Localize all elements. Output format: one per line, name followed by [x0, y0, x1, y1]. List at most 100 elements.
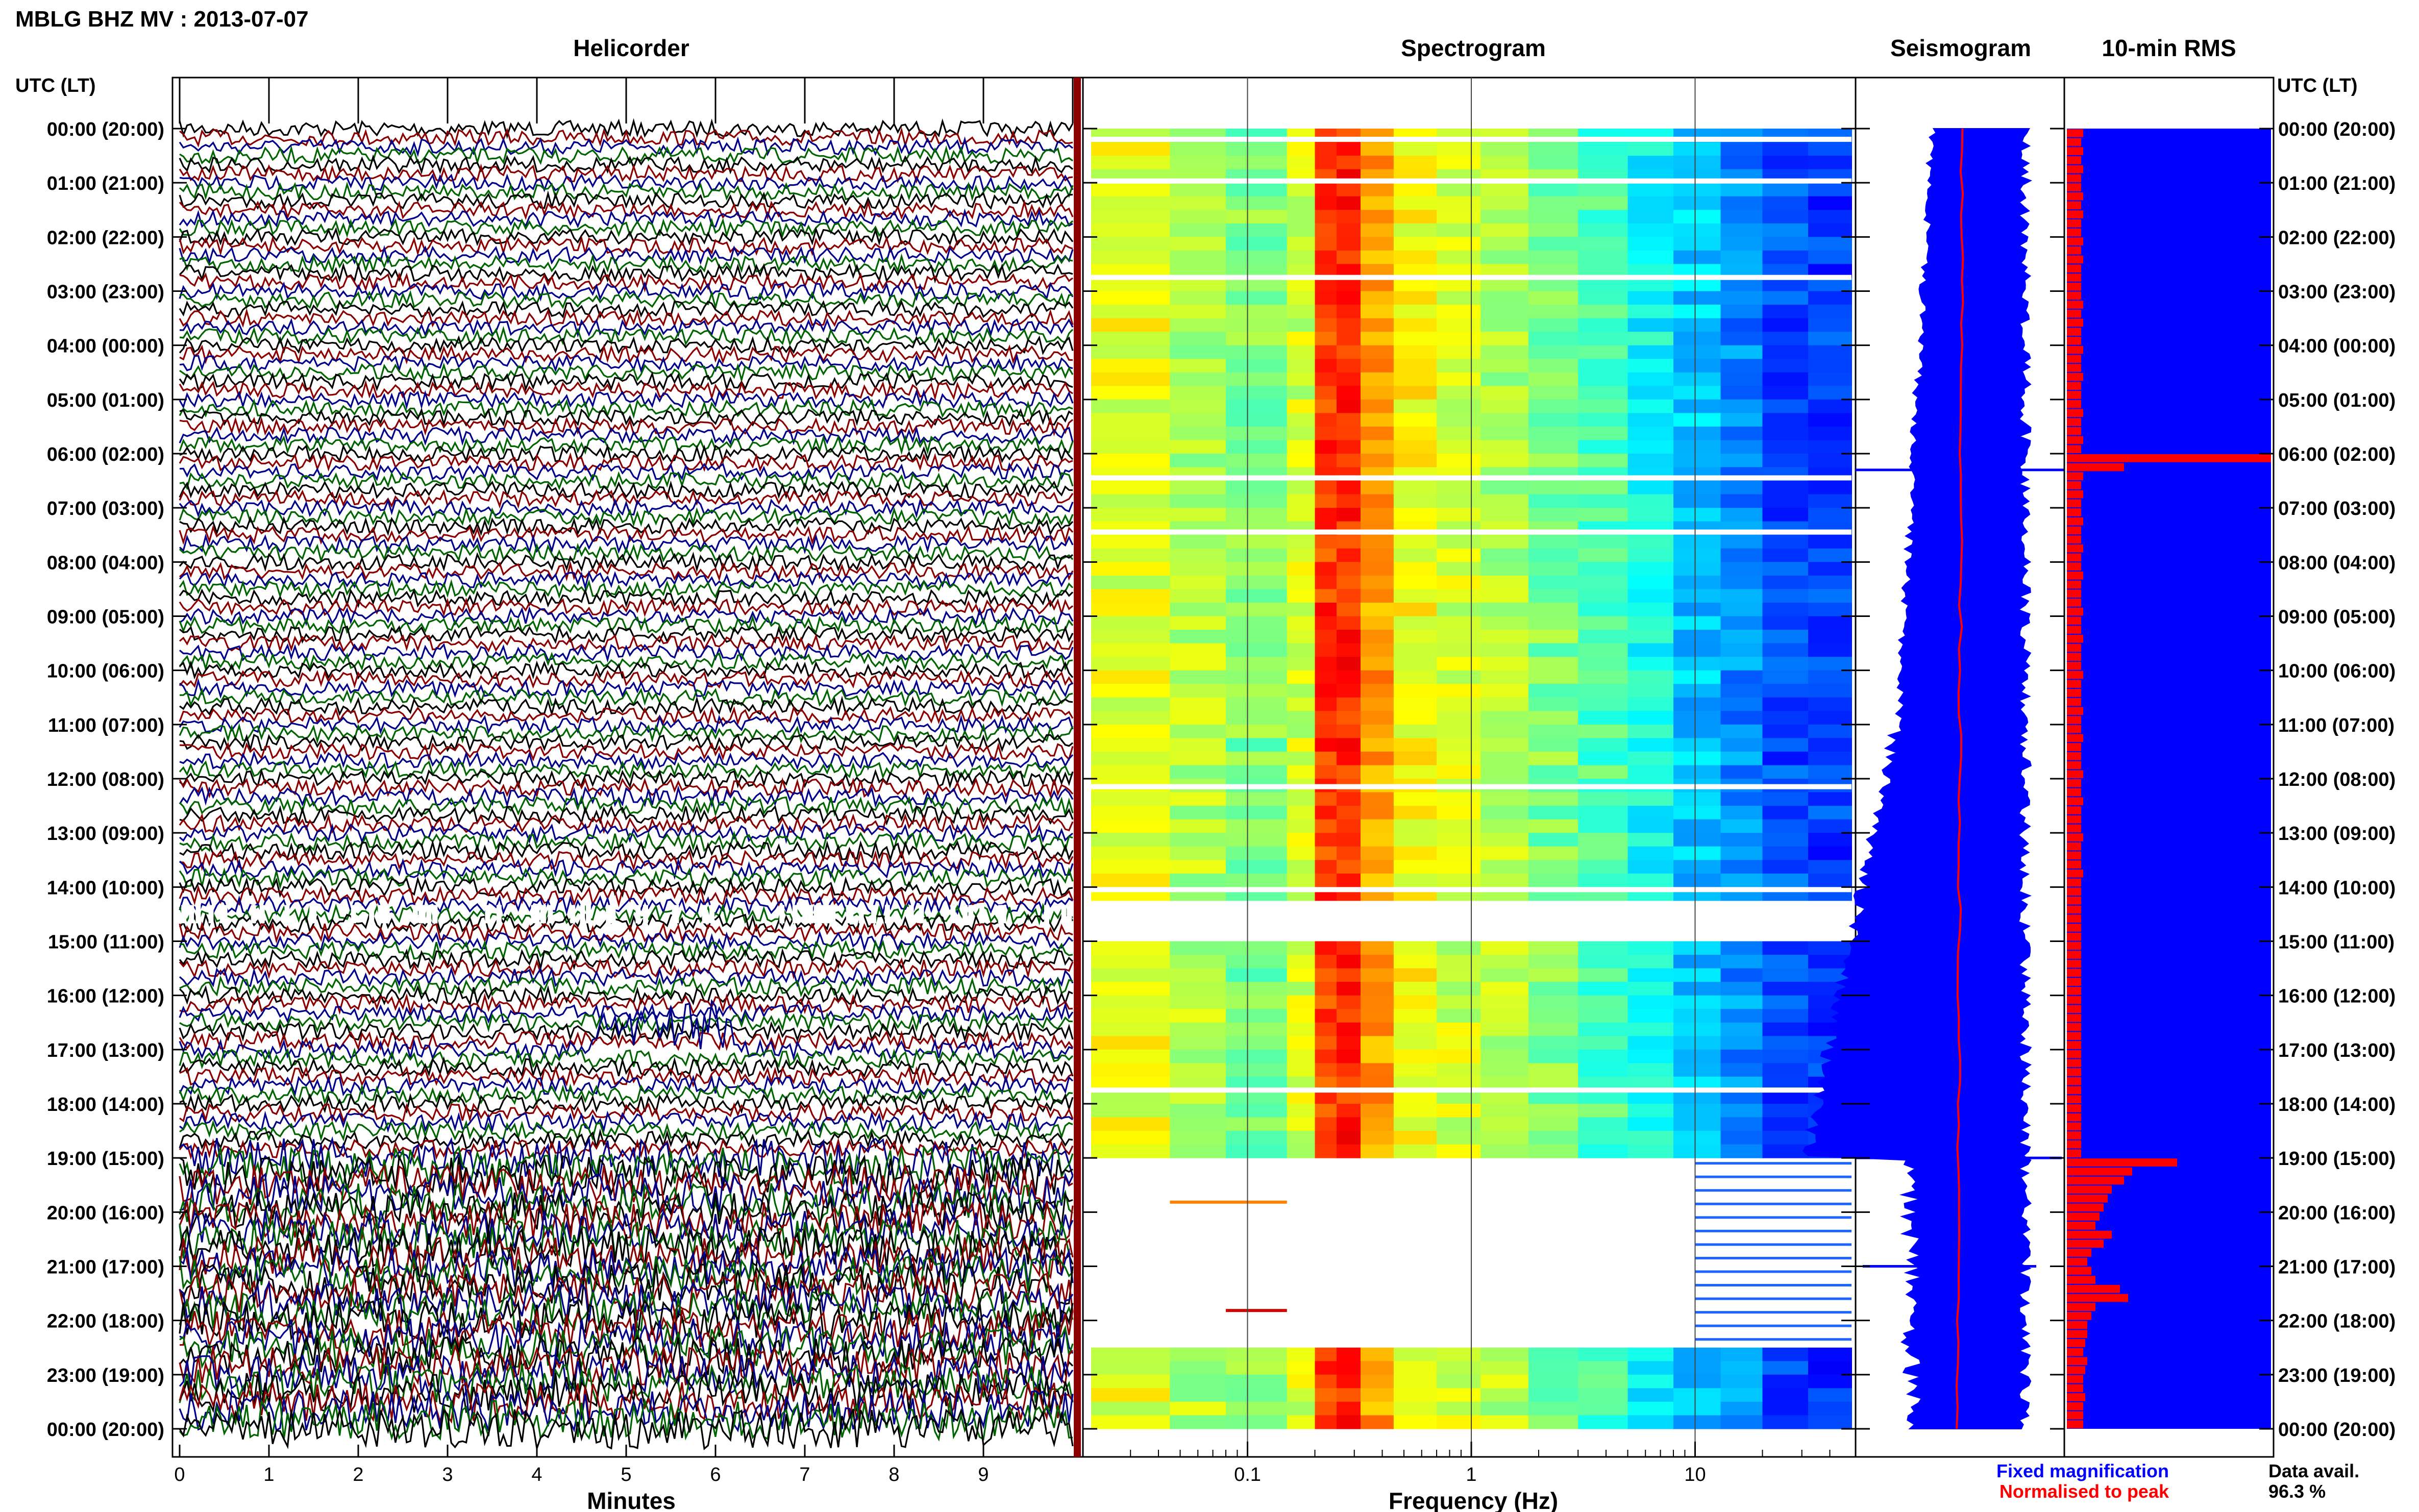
spectrogram-cell: [1437, 345, 1482, 359]
helicorder-trace: [179, 777, 1074, 800]
spectrogram-cell: [1226, 589, 1288, 603]
spectrogram-cell: [1337, 575, 1361, 589]
spectrogram-cell: [1315, 1009, 1337, 1023]
helicorder-trace: [179, 317, 1074, 338]
rms-bar: [2067, 1267, 2091, 1275]
spectrogram-cell: [1361, 156, 1394, 170]
spectrogram-cell: [1673, 1049, 1721, 1063]
spectrogram-cell: [1528, 819, 1579, 833]
spectrogram-cell: [1673, 1036, 1721, 1050]
spectrogram-cell: [1480, 1049, 1529, 1063]
spectrogram-cell: [1762, 995, 1809, 1009]
spectrogram-cell: [1720, 724, 1763, 738]
spectrogram-cell: [1170, 1388, 1226, 1402]
spectrogram-cell: [1170, 684, 1226, 698]
spectrogram-cell: [1627, 968, 1674, 982]
spectrogram-cell: [1762, 941, 1809, 955]
spectrogram-cell: [1226, 724, 1288, 738]
time-tick-label-left: 12:00 (08:00): [47, 769, 164, 790]
spectrogram-cell: [1762, 1361, 1809, 1375]
spectrogram-cell: [1762, 454, 1809, 468]
spectrogram-cell: [1315, 575, 1337, 589]
spectrogram-cell: [1673, 535, 1721, 549]
spectrogram-cell: [1091, 291, 1171, 305]
spectrogram-cell: [1480, 1374, 1529, 1389]
spectrogram-cell: [1762, 1415, 1809, 1429]
spectrogram-cell: [1091, 237, 1171, 251]
spectrogram-cell: [1720, 575, 1763, 589]
spectrogram-cell: [1720, 454, 1763, 468]
spectrogram-cell: [1673, 1063, 1721, 1077]
spectrogram-cell: [1480, 616, 1529, 630]
spectrogram-cell: [1673, 183, 1721, 197]
spectrogram-cell: [1170, 305, 1226, 319]
spectrogram-cell: [1393, 332, 1437, 346]
spectrogram-cell: [1091, 955, 1171, 969]
spectrogram-cell: [1627, 454, 1674, 468]
spectrogram-cell: [1315, 738, 1337, 752]
spectrogram-cell: [1480, 806, 1529, 820]
rms-bar: [2067, 535, 2081, 543]
spectrogram-cell: [1337, 372, 1361, 386]
spectrogram-cell: [1528, 481, 1579, 495]
spectrogram-cell: [1528, 562, 1579, 576]
spectrogram-cell: [1762, 819, 1809, 833]
spectrogram-cell: [1315, 1104, 1337, 1118]
helicorder-gap: [540, 905, 546, 924]
spectrogram-cell: [1437, 643, 1482, 657]
spectrogram-cell: [1226, 345, 1288, 359]
spectrogram-cell: [1762, 359, 1809, 373]
spectrogram-cell: [1673, 1009, 1721, 1023]
spectrogram-cell: [1528, 643, 1579, 657]
spectrogram-cell: [1361, 359, 1394, 373]
helicorder-trace: [179, 857, 1074, 881]
rms-bar: [2067, 526, 2081, 535]
rms-bar: [2067, 924, 2081, 932]
spectrogram-cell: [1808, 819, 1852, 833]
spectrogram-cell: [1673, 210, 1721, 224]
spectrogram-cell: [1337, 345, 1361, 359]
helicorder-gap: [826, 905, 832, 924]
spectrogram-cell: [1673, 156, 1721, 170]
spectrogram-cell: [1578, 1415, 1628, 1429]
spectrogram-cell: [1091, 1049, 1171, 1063]
spectrogram-cell: [1287, 196, 1316, 210]
spectrogram-cell: [1720, 670, 1763, 684]
spectrogram-cell: [1808, 142, 1852, 156]
spectrogram-cell: [1578, 1347, 1628, 1361]
spectrogram-cell: [1720, 305, 1763, 319]
spectrogram-cell: [1361, 399, 1394, 413]
spectrogram-cell: [1808, 1388, 1852, 1402]
spectrogram-cell: [1528, 873, 1579, 887]
spectrogram-cell: [1315, 413, 1337, 427]
spectrogram-cell: [1315, 332, 1337, 346]
spectrogram-cell: [1337, 968, 1361, 982]
helicorder-trace: [179, 823, 1073, 845]
spectrogram-cell: [1287, 372, 1316, 386]
spectrogram-cell: [1578, 968, 1628, 982]
spectrogram-cell: [1337, 359, 1361, 373]
spectrogram-cell: [1808, 589, 1852, 603]
spectrogram-cell: [1627, 1131, 1674, 1145]
spectrogram-cell: [1528, 792, 1579, 806]
spectrogram-cell: [1287, 562, 1316, 576]
spectrogram-cell: [1808, 941, 1852, 955]
spectrogram-cell: [1808, 562, 1852, 576]
spectrogram-cell: [1437, 426, 1482, 440]
spectrogram-cell: [1627, 1401, 1674, 1416]
time-tick-label-right: 01:00 (21:00): [2278, 173, 2396, 194]
spectrogram-title: Spectrogram: [1401, 35, 1546, 61]
spectrogram-cell: [1673, 1374, 1721, 1389]
rms-bar: [2067, 1140, 2081, 1149]
spectrogram-cell: [1578, 724, 1628, 738]
spectrogram-cell: [1528, 142, 1579, 156]
spectrogram-cell: [1226, 156, 1288, 170]
spectrogram-cell: [1808, 494, 1852, 508]
spectrogram-cell: [1627, 359, 1674, 373]
spectrogram-cell: [1627, 399, 1674, 413]
spectrogram-cell: [1808, 792, 1852, 806]
spectrogram-cell: [1762, 846, 1809, 860]
spectrogram-cell: [1480, 426, 1529, 440]
spectrogram-cell: [1720, 142, 1763, 156]
spectrogram-cell: [1578, 1049, 1628, 1063]
